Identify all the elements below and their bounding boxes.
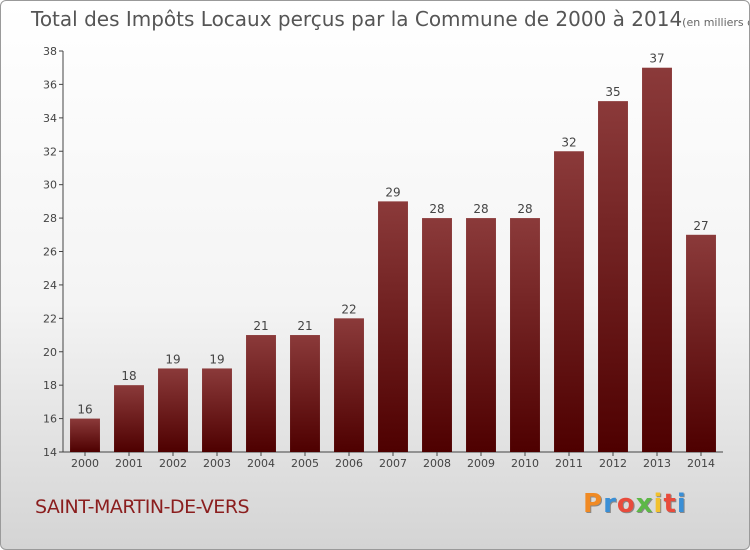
bar-value-label: 19 (165, 352, 180, 366)
chart-title-text: Total des Impôts Locaux perçus par la Co… (31, 7, 683, 31)
x-tick-label: 2005 (291, 457, 319, 470)
x-tick-label: 2013 (643, 457, 671, 470)
bar (598, 101, 628, 452)
proxiti-logo: Proxiti (583, 489, 687, 519)
x-tick-label: 2006 (335, 457, 363, 470)
y-tick-label: 38 (43, 45, 57, 58)
y-tick-label: 26 (43, 246, 57, 259)
chart-bars: 16 18 19 19 21 21 22 29 28 28 28 32 35 37 27 (70, 52, 716, 452)
bar (510, 218, 540, 452)
y-tick-label: 34 (43, 112, 57, 125)
y-tick-label: 20 (43, 346, 57, 359)
y-tick-label: 28 (43, 212, 57, 225)
x-tick-label: 2004 (247, 457, 275, 470)
y-tick-label: 16 (43, 413, 57, 426)
bar (246, 335, 276, 452)
bar (554, 151, 584, 452)
y-tick-label: 32 (43, 145, 57, 158)
y-tick-label: 30 (43, 179, 57, 192)
x-tick-label: 2007 (379, 457, 407, 470)
bar-value-label: 22 (341, 302, 356, 316)
x-tick-label: 2002 (159, 457, 187, 470)
x-tick-label: 2012 (599, 457, 627, 470)
bar (378, 201, 408, 452)
y-tick-label: 36 (43, 78, 57, 91)
y-tick-label: 14 (43, 446, 57, 459)
logo-letter: P (583, 489, 604, 519)
logo-letter: o (616, 489, 636, 519)
bar-value-label: 19 (209, 352, 224, 366)
logo-letter: t (663, 489, 677, 519)
bar-value-label: 27 (693, 219, 708, 233)
x-tick-label: 2014 (687, 457, 715, 470)
x-tick-label: 2000 (71, 457, 99, 470)
bar-value-label: 18 (121, 369, 136, 383)
bar (202, 368, 232, 452)
bar (686, 234, 716, 452)
chart-title-unit: (en milliers d'€) (682, 16, 749, 29)
commune-name: SAINT-MARTIN-DE-VERS (35, 496, 250, 518)
bar (466, 218, 496, 452)
bar-value-label: 28 (517, 202, 532, 216)
bar (422, 218, 452, 452)
x-tick-label: 2010 (511, 457, 539, 470)
y-tick-label: 24 (43, 279, 57, 292)
logo-letter: i (676, 489, 687, 519)
bar (70, 418, 100, 452)
x-tick-label: 2001 (115, 457, 143, 470)
x-tick-label: 2009 (467, 457, 495, 470)
bar (290, 335, 320, 452)
bar-value-label: 32 (561, 135, 576, 149)
bar-value-label: 21 (253, 319, 268, 333)
bar (114, 385, 144, 452)
x-tick-label: 2008 (423, 457, 451, 470)
bar (158, 368, 188, 452)
x-tick-label: 2003 (203, 457, 231, 470)
logo-letter: i (653, 489, 664, 519)
y-tick-label: 22 (43, 312, 57, 325)
chart-axes: 14 16 18 20 22 24 26 28 30 32 34 36 38 2000 2001 2002 20… (43, 45, 723, 470)
bar-value-label: 35 (605, 85, 620, 99)
bar-value-label: 16 (77, 403, 92, 417)
bar (334, 318, 364, 452)
logo-letter: r (603, 489, 617, 519)
bar-value-label: 28 (473, 202, 488, 216)
bar (642, 67, 672, 452)
logo-letter: x (635, 489, 654, 519)
bar-value-label: 28 (429, 202, 444, 216)
bar-value-label: 21 (297, 319, 312, 333)
bar-value-label: 29 (385, 185, 400, 199)
y-tick-label: 18 (43, 379, 57, 392)
x-tick-label: 2011 (555, 457, 583, 470)
bar-value-label: 37 (649, 52, 664, 66)
chart-title: Total des Impôts Locaux perçus par la Co… (31, 7, 749, 31)
